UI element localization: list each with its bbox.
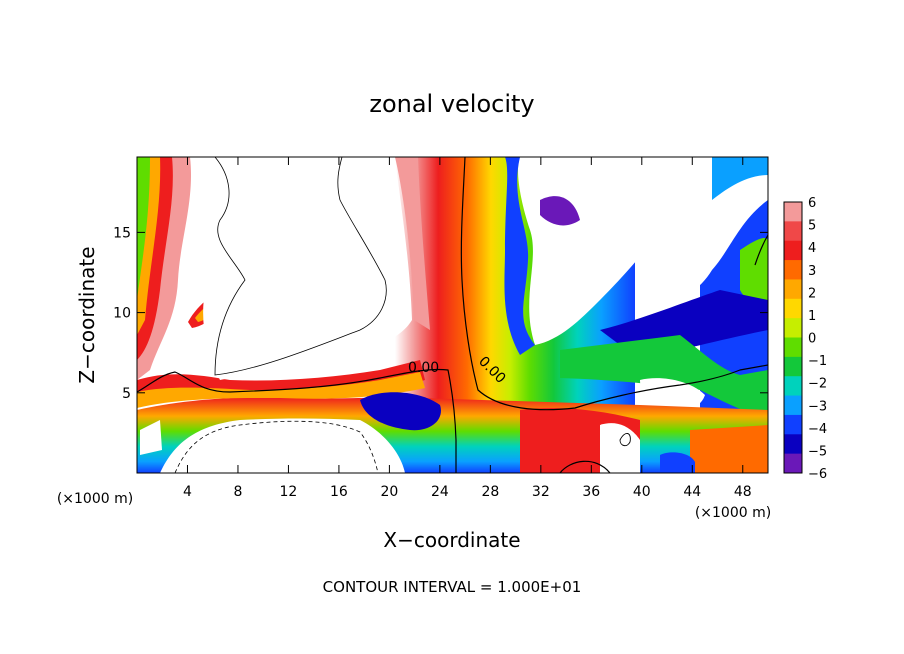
contour-lines <box>137 157 768 473</box>
colorbar-swatch <box>784 279 802 300</box>
colorbar-label: 4 <box>808 241 816 256</box>
contour-right-lower <box>559 460 611 473</box>
colorbar-swatch <box>784 376 802 397</box>
colorbar-swatch <box>784 453 802 474</box>
colorbar-swatch <box>784 318 802 338</box>
x-tick-label: 48 <box>734 484 752 500</box>
colorbar-swatch <box>784 202 802 222</box>
colorbar-label: 1 <box>808 309 816 324</box>
colorbar-swatch <box>784 221 802 242</box>
contour-label-zero-1: 0.00 <box>408 360 439 376</box>
x-axis-label: X−coordinate <box>383 528 520 552</box>
colorbar-swatch <box>784 260 802 280</box>
colorbar: 6 5 4 3 2 1 0 −1 −2 −3 −4 −5 −6 <box>783 196 827 482</box>
x-tick-label: 44 <box>683 484 701 500</box>
contour-right-edge <box>754 234 768 266</box>
colorbar-label: −6 <box>808 467 827 482</box>
colorbar-label: 6 <box>808 196 816 211</box>
colorbar-swatch <box>784 434 802 455</box>
colorbar-label: −3 <box>808 399 827 414</box>
colorbar-swatch <box>784 414 802 435</box>
x-tick-label: 28 <box>481 484 499 500</box>
y-tick-label: 5 <box>122 386 131 402</box>
colorbar-swatch <box>784 240 802 261</box>
colorbar-label: 0 <box>808 332 816 347</box>
colorbar-swatch <box>784 298 802 319</box>
contour-dashed <box>174 420 379 473</box>
x-tick-label: 8 <box>233 484 242 500</box>
colorbar-swatch <box>784 395 802 416</box>
y-tick-label: 15 <box>113 225 131 241</box>
x-tick-label: 32 <box>532 484 550 500</box>
x-tick-label: 12 <box>280 484 298 500</box>
y-tick-label: 10 <box>113 306 131 322</box>
contour-small-loop <box>619 433 631 447</box>
colorbar-label: −5 <box>808 444 827 459</box>
zero-contour-main <box>460 157 768 411</box>
colorbar-label: 5 <box>808 219 816 234</box>
contour-interval-note: CONTOUR INTERVAL = 1.000E+01 <box>323 578 582 596</box>
x-tick-label: 16 <box>330 484 348 500</box>
plot-frame <box>136 156 769 474</box>
colorbar-label: −4 <box>808 422 827 437</box>
colorbar-label: 3 <box>808 264 816 279</box>
y-axis-label: Z−coordinate <box>75 246 99 383</box>
x-tick-label: 20 <box>380 484 398 500</box>
y-axis: 5 10 15 <box>113 225 768 402</box>
colorbar-swatch <box>784 356 802 377</box>
colorbar-swatch <box>784 337 802 358</box>
colorbar-label: 2 <box>808 286 816 301</box>
x-unit-label: (×1000 m) <box>695 505 771 521</box>
x-tick-label: 4 <box>183 484 192 500</box>
colorbar-label: −2 <box>808 377 827 392</box>
heatmap-field <box>137 157 768 473</box>
x-tick-label: 24 <box>431 484 449 500</box>
y-unit-label: (×1000 m) <box>57 491 133 507</box>
zero-contour-lower <box>137 368 457 473</box>
contour-upper-left <box>214 157 387 376</box>
x-axis: 4 8 12 16 20 24 28 32 36 40 44 48 <box>183 157 752 500</box>
chart-title: zonal velocity <box>369 90 534 118</box>
colorbar-frame <box>783 201 803 474</box>
x-tick-label: 36 <box>582 484 600 500</box>
x-tick-label: 40 <box>633 484 651 500</box>
colorbar-label: −1 <box>808 354 827 369</box>
